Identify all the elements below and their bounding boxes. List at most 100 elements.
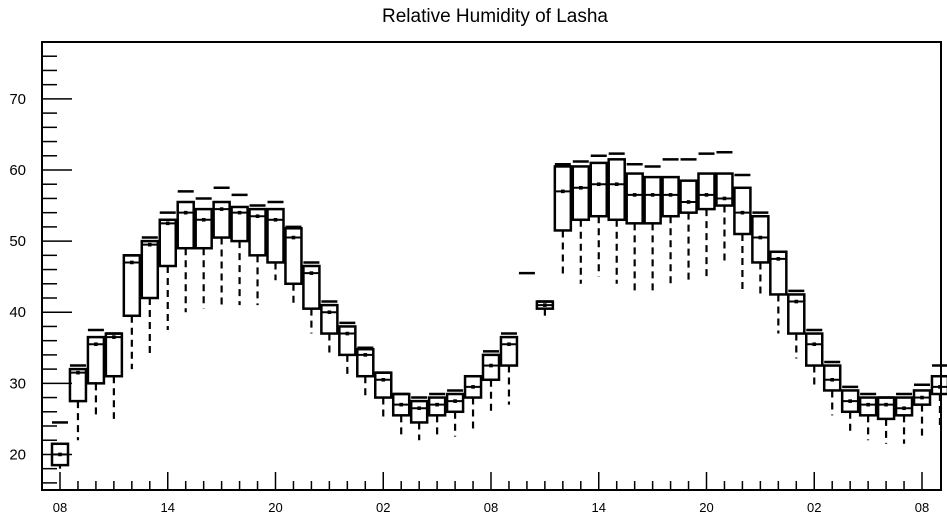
mean-marker	[650, 193, 655, 197]
box-25	[499, 332, 519, 405]
box-iqr	[194, 207, 213, 250]
mean-marker	[776, 257, 781, 261]
mean-marker	[812, 342, 817, 347]
box-iqr	[122, 254, 142, 318]
box-iqr	[858, 396, 878, 417]
mean-marker	[147, 242, 152, 247]
box-22	[445, 389, 465, 437]
x-axis: 08 14 20 02 08 14 20 02 08	[53, 472, 929, 515]
box-iqr	[715, 172, 734, 207]
x-tick-label: 08	[53, 500, 67, 515]
mean-marker	[704, 193, 709, 197]
mean-marker	[561, 189, 565, 194]
mean-marker	[112, 335, 116, 339]
box-47	[894, 392, 914, 444]
box-iqr	[876, 396, 896, 421]
box-43	[822, 360, 842, 416]
mean-marker	[309, 271, 314, 275]
y-axis: 20 30 40 50 60 70	[9, 55, 72, 484]
box-17	[356, 346, 375, 398]
x-tick-label: 08	[484, 500, 498, 515]
mean-marker	[758, 235, 763, 240]
box-3	[104, 332, 124, 419]
box-40	[769, 250, 788, 334]
box-iqr	[338, 325, 357, 357]
box-iqr	[571, 165, 591, 222]
box-30	[589, 154, 608, 277]
mean-marker	[471, 385, 475, 389]
box-iqr	[374, 371, 393, 399]
box-iqr	[822, 364, 842, 392]
box-iqr	[427, 396, 447, 417]
mean-marker	[884, 402, 888, 407]
mean-marker	[399, 402, 404, 407]
box-iqr	[805, 332, 824, 367]
box-iqr	[625, 172, 644, 225]
mean-marker	[489, 363, 493, 368]
mean-marker	[686, 200, 691, 204]
box-24	[481, 350, 501, 416]
mean-marker	[668, 193, 673, 197]
box-38	[733, 173, 752, 291]
box-11	[248, 204, 267, 306]
mean-marker	[58, 452, 62, 457]
box-iqr	[607, 158, 626, 222]
box-iqr	[499, 335, 519, 367]
mean-marker	[578, 185, 583, 190]
box-33	[643, 165, 662, 291]
box-iqr	[697, 172, 716, 211]
box-7	[176, 190, 195, 313]
box-iqr	[751, 214, 770, 264]
box-iqr	[589, 161, 608, 218]
box-iqr	[679, 179, 698, 214]
x-tick-label: 20	[699, 500, 713, 515]
mean-marker	[866, 402, 870, 407]
box-39	[751, 211, 770, 298]
mean-marker	[417, 406, 421, 411]
box-49	[930, 364, 947, 430]
mean-marker	[219, 207, 224, 211]
mean-marker	[273, 217, 278, 222]
box-1	[68, 364, 88, 441]
mean-marker	[507, 342, 511, 347]
box-21	[427, 392, 447, 437]
box-iqr	[409, 399, 429, 424]
box-iqr	[140, 239, 160, 300]
mean-marker	[596, 182, 601, 187]
x-tick-label: 14	[161, 500, 175, 515]
box-iqr	[284, 227, 303, 286]
box-iqr	[86, 335, 106, 385]
mean-marker	[130, 260, 134, 265]
x-tick-label: 02	[807, 500, 821, 515]
box-iqr	[643, 175, 662, 225]
x-tick-label: 20	[268, 500, 282, 515]
box-32	[625, 163, 644, 291]
mean-marker	[794, 299, 799, 304]
box-iqr	[212, 200, 231, 239]
mean-marker	[201, 217, 206, 222]
box-iqr	[248, 207, 267, 257]
mean-marker	[381, 377, 386, 382]
box-36	[697, 152, 716, 277]
box-iqr	[176, 200, 195, 250]
box-10	[230, 193, 249, 306]
box-20	[409, 396, 429, 441]
box-iqr	[302, 264, 321, 310]
box-iqr	[266, 207, 285, 264]
mean-marker	[453, 399, 457, 403]
box-18	[374, 371, 393, 419]
mean-marker	[920, 395, 924, 400]
box-41	[787, 289, 806, 359]
y-tick-label: 30	[9, 375, 26, 392]
box-2	[86, 328, 106, 419]
mean-marker	[614, 182, 619, 187]
box-27	[535, 300, 555, 316]
box-19	[391, 392, 411, 437]
y-tick-label: 60	[9, 162, 26, 179]
y-tick-label: 20	[9, 446, 26, 463]
box-8	[194, 197, 213, 309]
mean-marker	[165, 221, 170, 226]
box-iqr	[769, 250, 788, 296]
mean-marker	[237, 210, 242, 215]
